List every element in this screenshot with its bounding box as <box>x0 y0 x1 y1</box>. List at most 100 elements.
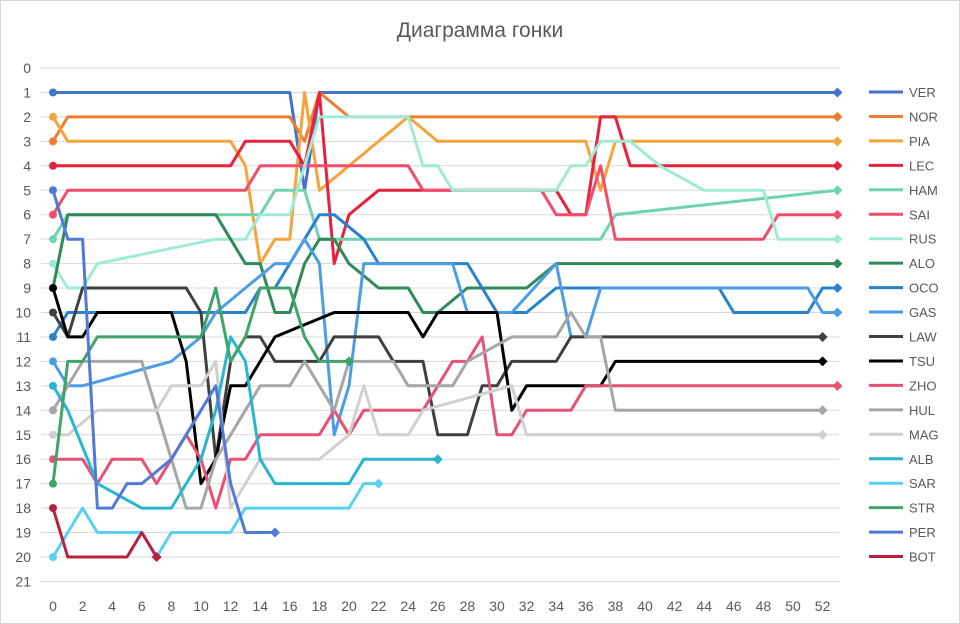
x-tick-label: 50 <box>785 598 801 614</box>
x-tick-label: 20 <box>341 598 357 614</box>
legend-item-hul: HUL <box>869 403 935 418</box>
x-tick-label: 36 <box>578 598 594 614</box>
series-law <box>49 286 828 461</box>
legend-label: TSU <box>909 354 935 369</box>
end-marker <box>832 234 843 245</box>
series-line <box>51 237 839 437</box>
legend-label: LAW <box>909 330 937 345</box>
y-tick-label: 9 <box>23 280 31 296</box>
y-tick-label: 1 <box>23 84 31 100</box>
series-line <box>51 115 839 290</box>
x-tick-label: 10 <box>193 598 209 614</box>
x-tick-label: 8 <box>168 598 176 614</box>
x-tick-label: 40 <box>637 598 653 614</box>
end-marker <box>817 429 828 440</box>
x-tick-label: 46 <box>726 598 742 614</box>
start-marker <box>49 259 57 268</box>
legend-item-ham: HAM <box>869 183 938 198</box>
legend-item-gas: GAS <box>869 305 937 320</box>
start-marker <box>49 357 57 366</box>
gridlines <box>41 67 839 582</box>
start-marker <box>49 210 57 219</box>
y-tick-label: 10 <box>15 305 31 321</box>
y-tick-label: 8 <box>23 256 31 272</box>
series-line <box>51 91 839 266</box>
legend-item-alo: ALO <box>869 256 935 271</box>
legend-label: NOR <box>909 109 938 124</box>
y-tick-label: 3 <box>23 133 31 149</box>
legend-label: STR <box>909 501 935 516</box>
legend-label: PER <box>909 525 936 540</box>
start-marker <box>49 406 57 415</box>
y-tick-label: 18 <box>15 500 31 516</box>
x-tick-label: 48 <box>756 598 772 614</box>
x-tick-label: 38 <box>608 598 624 614</box>
end-marker <box>832 160 843 171</box>
x-axis: 0 2 4 6 8 10 12 14 16 18 20 22 24 26 28 30 32 34 36 38 40 42 4… <box>49 598 830 614</box>
x-tick-label: 32 <box>519 598 535 614</box>
x-tick-label: 16 <box>282 598 298 614</box>
start-marker <box>49 88 57 97</box>
legend-item-alb: ALB <box>869 452 934 467</box>
x-tick-label: 28 <box>460 598 476 614</box>
x-tick-label: 2 <box>79 598 87 614</box>
y-tick-label: 0 <box>23 60 31 76</box>
end-marker <box>344 356 354 367</box>
start-marker <box>49 161 57 170</box>
series-line <box>51 91 839 143</box>
x-tick-label: 4 <box>108 598 116 614</box>
legend-item-per: PER <box>869 525 936 540</box>
end-marker <box>832 258 843 269</box>
legend-item-tsu: TSU <box>869 354 935 369</box>
start-marker <box>49 284 57 293</box>
series-ham <box>49 185 843 244</box>
y-tick-label: 15 <box>15 427 31 443</box>
x-tick-label: 26 <box>430 598 446 614</box>
start-marker <box>49 235 57 244</box>
y-tick-label: 16 <box>15 451 31 467</box>
end-marker <box>832 307 843 318</box>
end-marker <box>832 136 843 147</box>
end-marker <box>817 405 828 416</box>
series-nor <box>49 91 843 146</box>
y-tick-label: 11 <box>16 329 31 345</box>
x-tick-label: 24 <box>400 598 416 614</box>
end-marker <box>270 527 280 538</box>
legend-item-sar: SAR <box>869 476 936 491</box>
legend-label: GAS <box>909 305 937 320</box>
legend-label: SAR <box>909 476 936 491</box>
series-lec <box>49 91 843 266</box>
x-tick-label: 30 <box>489 598 505 614</box>
legend-label: MAG <box>909 427 939 442</box>
legend-item-nor: NOR <box>869 109 938 124</box>
start-marker <box>49 112 57 121</box>
series-line <box>51 286 825 461</box>
legend-label: LEC <box>909 158 934 173</box>
series-rus <box>49 115 843 290</box>
legend-item-sai: SAI <box>869 207 930 222</box>
series-bot <box>49 504 162 562</box>
series-ver <box>49 87 843 192</box>
start-marker <box>49 381 57 390</box>
x-tick-label: 22 <box>371 598 387 614</box>
legend-item-lec: LEC <box>869 158 934 173</box>
end-marker <box>373 478 384 489</box>
y-tick-label: 6 <box>23 207 31 223</box>
x-tick-label: 12 <box>223 598 239 614</box>
x-tick-label: 44 <box>696 598 712 614</box>
series-line <box>51 482 381 559</box>
y-tick-label: 21 <box>15 573 31 589</box>
legend-label: VER <box>909 85 936 100</box>
end-marker <box>832 283 843 294</box>
series-line <box>51 188 277 534</box>
x-tick-label: 14 <box>252 598 268 614</box>
y-tick-label: 20 <box>15 549 31 565</box>
legend-item-ver: VER <box>869 85 936 100</box>
end-marker <box>817 356 828 367</box>
start-marker <box>49 479 57 488</box>
x-tick-label: 0 <box>49 598 57 614</box>
series-line <box>51 311 825 510</box>
